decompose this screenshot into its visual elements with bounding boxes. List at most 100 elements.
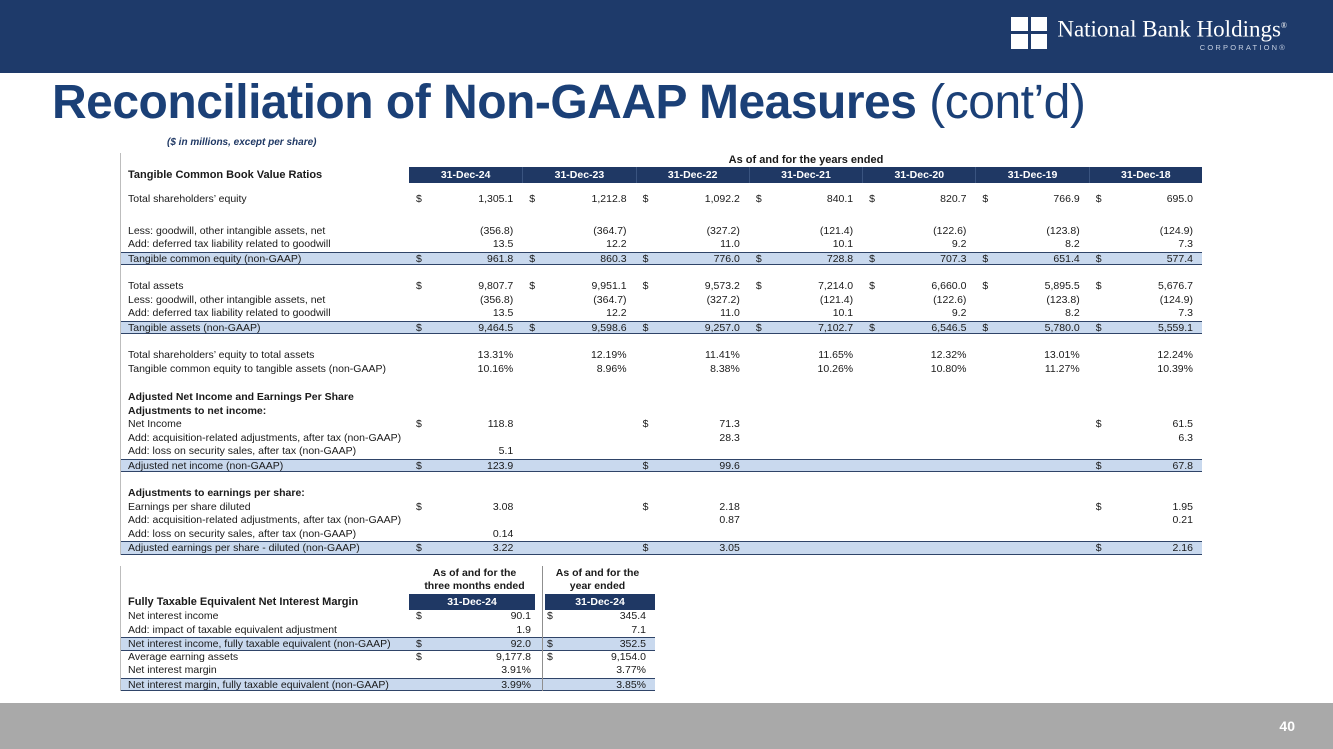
row-label: Add: loss on security sales, after tax (… [128,445,357,458]
value-cell: $9,573.2 [636,280,749,294]
date-column-header: 31-Dec-22 [635,167,749,183]
cell-value: 9,464.5 [478,321,514,334]
value-cell: 10.1 [749,307,862,321]
value-cell: $961.8 [409,253,522,266]
cell-value: 728.8 [826,252,854,265]
cell-value: 8.2 [1065,238,1080,251]
cell-value: 651.4 [1053,252,1080,265]
row-label: Add: acquisition-related adjustments, af… [128,431,402,444]
total-row: Adjusted net income (non-GAAP) $123.9 $99.… [121,458,1202,473]
spacer-row [121,376,1202,391]
cell-value: 11.0 [720,307,740,320]
value-cell: 11.41% [636,349,749,363]
value-cell: $6,660.0 [862,280,975,294]
value-cell: $9,154.0 [540,651,655,665]
value-cell: 10.26% [749,363,862,377]
cell-value: 123.9 [487,459,514,472]
cell-value: 12.2 [606,238,627,251]
cell-value: (124.9) [1159,293,1193,306]
cell-value: (327.2) [706,293,740,306]
value-cell: (356.8) [409,225,522,239]
logo-text: National Bank Holdings® CORPORATION® [1057,14,1287,52]
table-row: Add: acquisition-related adjustments, af… [121,432,1202,446]
dollar-sign: $ [1095,500,1102,513]
value-cell [975,418,1088,432]
value-cell: (364.7) [522,225,635,239]
cell-value: 12.24% [1157,349,1193,362]
cell-value: 5,780.0 [1044,321,1080,334]
value-cell: (364.7) [522,294,635,308]
value-cell: 13.5 [409,307,522,321]
value-cell [522,514,635,528]
cell-value: 352.5 [619,638,646,650]
value-cell: $577.4 [1089,253,1202,266]
value-cell: $3.08 [409,501,522,515]
value-cell: (124.9) [1089,294,1202,308]
dollar-sign: $ [416,542,422,554]
dollar-sign: $ [642,252,649,265]
column-divider [542,566,543,691]
value-cell [522,445,635,459]
period-group-header: As of and for the year ended [540,566,655,594]
cell-value: 1,092.2 [704,193,740,206]
cell-value: 3.22 [492,542,514,554]
dollar-sign: $ [416,500,422,513]
cell-value: 9,154.0 [610,650,646,663]
row-label: Add: loss on security sales, after tax (… [128,527,357,540]
dollar-sign: $ [642,321,649,334]
value-cell: $9,951.1 [522,280,635,294]
net-interest-margin-table: As of and for the three months ended As of… [120,566,655,691]
value-cell: 8.2 [975,238,1088,252]
value-cell [522,460,635,473]
value-cell [1089,445,1202,459]
cell-value: (356.8) [480,293,514,306]
value-cell: $2.18 [636,501,749,515]
cell-value: 961.8 [487,252,514,265]
value-cell [409,514,522,528]
value-cell: $860.3 [522,253,635,266]
dollar-sign: $ [755,252,762,265]
total-row: Net interest income, fully taxable equiv… [121,637,655,651]
value-cell [749,432,862,446]
value-cell [862,460,975,473]
dollar-sign: $ [416,459,422,472]
value-cell: 0.87 [636,514,749,528]
value-cell: 13.5 [409,238,522,252]
cell-value: 6,660.0 [931,280,967,293]
cell-value: (356.8) [480,224,514,237]
cell-value: (327.2) [706,224,740,237]
value-cell: $92.0 [409,638,540,651]
dollar-sign: $ [547,650,553,663]
value-cell: $766.9 [975,193,1088,207]
units-note: ($ in millions, except per share) [167,137,317,148]
cell-value: 7,214.0 [818,280,854,293]
page-number: 40 [1279,718,1295,734]
cell-value: (364.7) [593,224,627,237]
value-cell: $3.05 [636,542,749,555]
value-cell: 8.2 [975,307,1088,321]
dollar-sign: $ [547,610,553,623]
dollar-sign: $ [642,500,649,513]
value-cell: $9,257.0 [636,322,749,335]
cell-value: 707.3 [940,252,967,265]
cell-value: 3.05 [719,542,740,554]
cell-value: 9,257.0 [704,321,740,334]
dollar-sign: $ [529,280,536,293]
table-row: Total shareholders’ equity to total asse… [121,349,1202,363]
value-cell [522,501,635,515]
dollar-sign: $ [869,193,875,206]
dollar-sign: $ [1095,193,1102,206]
value-cell: 10.1 [749,238,862,252]
cell-value: (123.8) [1046,224,1080,237]
value-cell: $9,177.8 [409,651,540,665]
row-label: Add: deferred tax liability related to g… [128,307,331,320]
dollar-sign: $ [529,321,536,334]
cell-value: 9,177.8 [495,650,531,663]
cell-value: 9,807.7 [478,280,514,293]
total-row: Tangible common equity (non-GAAP) $961.8 $… [121,251,1202,266]
cell-value: (122.6) [933,293,967,306]
total-row: Adjusted earnings per share - diluted (n… [121,541,1202,555]
cell-value: 13.5 [492,238,514,251]
value-cell: $651.4 [975,253,1088,266]
dollar-sign: $ [1095,280,1102,293]
